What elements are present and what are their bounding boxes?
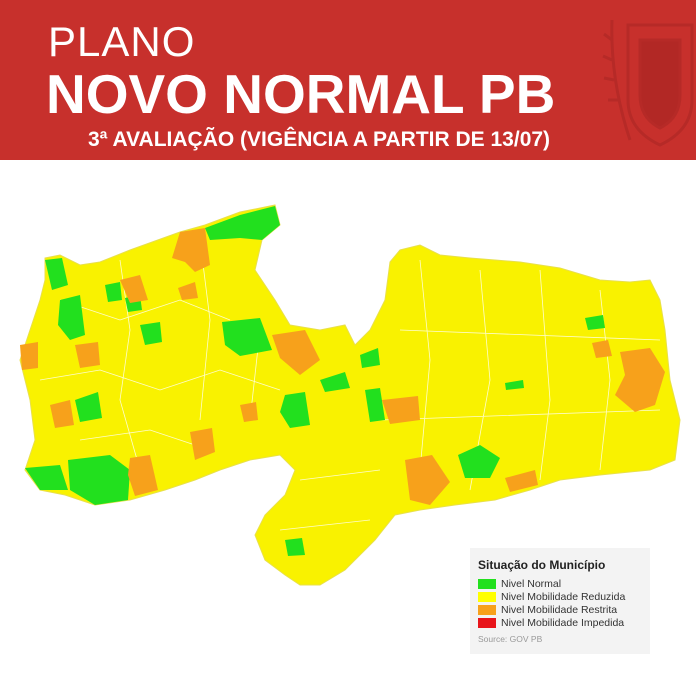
title-plano: PLANO	[48, 18, 196, 65]
legend-item-reduzida: Nivel Mobilidade Reduzida	[478, 590, 642, 603]
legend-item-restrita: Nivel Mobilidade Restrita	[478, 603, 642, 616]
swatch-reduzida	[478, 591, 496, 602]
municipalities-restrita	[20, 228, 665, 505]
legend-label: Nivel Mobilidade Reduzida	[501, 590, 626, 603]
coat-of-arms-watermark	[602, 19, 694, 147]
legend-item-normal: Nivel Normal	[478, 577, 642, 590]
legend-label: Nivel Normal	[501, 577, 562, 590]
legend-label: Nivel Mobilidade Restrita	[501, 603, 618, 616]
state-outline	[19, 204, 681, 586]
legend-item-impedida: Nivel Mobilidade Impedida	[478, 616, 642, 629]
swatch-restrita	[478, 604, 496, 615]
source-note: Source: GOV PB	[478, 634, 543, 644]
swatch-impedida	[478, 617, 496, 628]
title-main: NOVO NORMAL PB	[46, 63, 556, 125]
legend-title: Situação do Município	[478, 558, 606, 572]
paraiba-map	[19, 204, 681, 586]
municipality-borders	[39, 239, 661, 531]
map-legend: Situação do Município Nivel Normal Nivel…	[470, 548, 650, 654]
subtitle: 3ª AVALIAÇÃO (VIGÊNCIA A PARTIR DE 13/07…	[88, 128, 551, 151]
swatch-normal	[478, 578, 496, 589]
header-banner: PLANO NOVO NORMAL PB 3ª AVALIAÇÃO (VIGÊN…	[0, 0, 696, 160]
legend-label: Nivel Mobilidade Impedida	[501, 616, 625, 629]
